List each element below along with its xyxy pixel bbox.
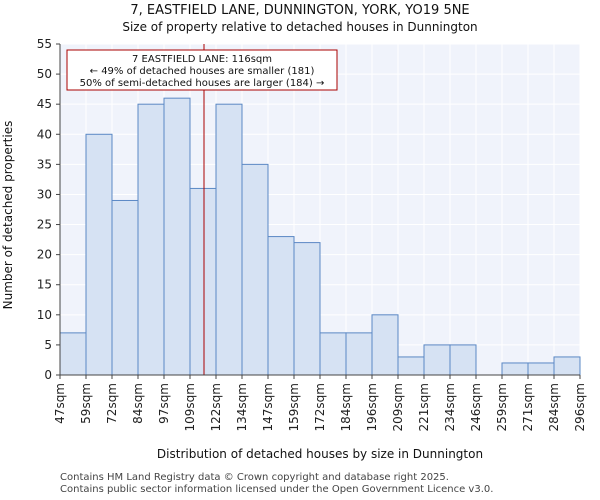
x-tick-label: 271sqm bbox=[521, 383, 535, 431]
y-tick-label: 50 bbox=[37, 67, 52, 81]
x-tick-label: 246sqm bbox=[469, 383, 483, 431]
bar-84sqm bbox=[137, 103, 165, 376]
y-tick-label: 0 bbox=[44, 368, 52, 382]
x-tick-label: 234sqm bbox=[443, 383, 457, 431]
bar-172sqm bbox=[319, 332, 347, 376]
x-tick-label: 159sqm bbox=[287, 383, 301, 431]
bar-271sqm bbox=[527, 362, 555, 376]
x-tick-label: 184sqm bbox=[339, 383, 353, 431]
footer-licence: Contains public sector information licen… bbox=[60, 484, 494, 495]
bar-47sqm bbox=[59, 332, 87, 376]
x-tick-label: 122sqm bbox=[209, 383, 223, 431]
bar-209sqm bbox=[397, 356, 425, 376]
y-tick-label: 5 bbox=[44, 338, 52, 352]
x-tick-label: 59sqm bbox=[79, 383, 93, 424]
x-tick-label: 72sqm bbox=[105, 383, 119, 424]
bar-122sqm bbox=[215, 103, 243, 376]
bar-259sqm bbox=[501, 362, 529, 376]
x-tick-label: 109sqm bbox=[183, 383, 197, 431]
bar-221sqm bbox=[423, 344, 451, 376]
y-tick-label: 30 bbox=[37, 187, 52, 201]
y-axis-label: Number of detached properties bbox=[1, 121, 15, 310]
x-tick-label: 221sqm bbox=[417, 383, 431, 431]
bars bbox=[59, 97, 581, 376]
bar-109sqm bbox=[189, 187, 217, 376]
bar-59sqm bbox=[85, 133, 113, 376]
x-tick-label: 284sqm bbox=[547, 383, 561, 431]
x-tick-label: 296sqm bbox=[573, 383, 587, 431]
y-tick-label: 45 bbox=[37, 97, 52, 111]
y-tick-label: 10 bbox=[37, 308, 52, 322]
bar-159sqm bbox=[293, 242, 321, 376]
annotation-border bbox=[66, 49, 338, 91]
x-tick-label: 209sqm bbox=[391, 383, 405, 431]
bar-147sqm bbox=[267, 236, 295, 376]
annotation-line-1: 7 EASTFIELD LANE: 116sqm bbox=[132, 54, 272, 65]
x-tick-label: 84sqm bbox=[131, 383, 145, 424]
y-tick-label: 55 bbox=[37, 37, 52, 51]
y-tick-label: 40 bbox=[37, 127, 52, 141]
bar-196sqm bbox=[371, 314, 399, 376]
annotation-line-3: 50% of semi-detached houses are larger (… bbox=[80, 78, 325, 89]
x-tick-label: 259sqm bbox=[495, 383, 509, 431]
x-tick-label: 172sqm bbox=[313, 383, 327, 431]
bar-72sqm bbox=[111, 199, 139, 376]
x-tick-label: 47sqm bbox=[53, 383, 67, 424]
bar-184sqm bbox=[345, 332, 373, 376]
annotation-line-2: ← 49% of detached houses are smaller (18… bbox=[90, 66, 315, 77]
y-tick-label: 20 bbox=[37, 248, 52, 262]
bar-134sqm bbox=[241, 163, 269, 376]
bar-284sqm bbox=[553, 356, 581, 376]
x-tick-label: 97sqm bbox=[157, 383, 171, 424]
x-axis-label: Distribution of detached houses by size … bbox=[157, 447, 483, 461]
chart-subtitle: Size of property relative to detached ho… bbox=[122, 20, 477, 34]
y-tick-label: 35 bbox=[37, 157, 52, 171]
x-tick-label: 196sqm bbox=[365, 383, 379, 431]
annotation-box: 7 EASTFIELD LANE: 116sqm ← 49% of detach… bbox=[66, 49, 338, 91]
x-tick-label: 134sqm bbox=[235, 383, 249, 431]
axes: 0 5 10 15 20 25 30 35 40 45 50 55 47sqm 59sqm 72sqm 84s… bbox=[37, 37, 587, 431]
x-tick-label: 147sqm bbox=[261, 383, 275, 431]
y-tick-label: 15 bbox=[37, 278, 52, 292]
y-tick-label: 25 bbox=[37, 218, 52, 232]
bar-234sqm bbox=[449, 344, 477, 376]
footer-copyright: Contains HM Land Registry data © Crown c… bbox=[60, 472, 449, 483]
bar-97sqm bbox=[163, 97, 191, 376]
chart-title: 7, EASTFIELD LANE, DUNNINGTON, YORK, YO1… bbox=[130, 3, 469, 18]
